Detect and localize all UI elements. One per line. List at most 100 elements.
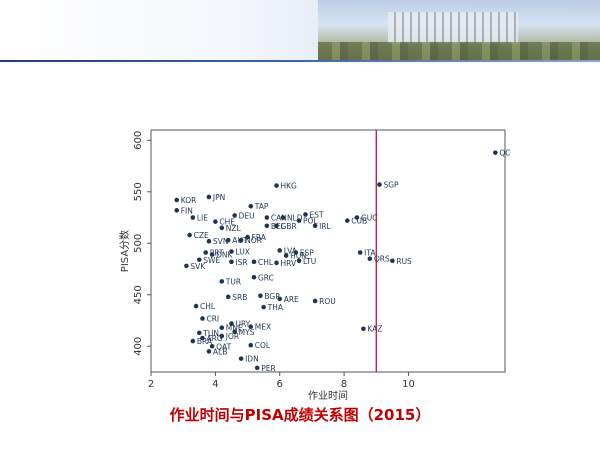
data-point [187,232,192,238]
point-label: TAP [254,202,269,211]
data-point [296,218,302,223]
data-point [248,324,254,329]
data-point [248,342,254,348]
data-point [238,237,244,243]
point-label: ARG [206,334,222,343]
data-point [203,250,209,255]
y-tick-label: 450 [133,285,144,304]
data-point [232,329,237,335]
header-divider [0,60,600,62]
data-point [248,203,254,209]
data-point [219,325,225,331]
point-label: URY [235,320,250,329]
point-label: SGP [383,181,399,190]
data-point [261,304,266,310]
y-tick-label: 500 [133,234,144,253]
point-label: LIE [197,214,208,223]
point-label: PRT [210,249,224,258]
point-label: KOR [181,196,197,205]
point-label: KAZ [367,325,382,334]
data-point [245,234,250,240]
data-point [254,365,260,371]
data-point [258,293,263,299]
header-banner [0,0,600,62]
point-label: LTU [303,257,316,266]
point-label: LUX [235,248,249,257]
point-label: ROU [319,297,336,306]
point-label: EST [309,210,323,219]
point-label: MNE [226,324,243,333]
campus-photo [318,0,600,62]
data-point [251,274,257,280]
data-point [219,333,225,339]
point-label: QRS [374,255,390,264]
point-label: CZE [194,231,209,240]
point-label: GRC [258,273,274,282]
point-label: DNK [216,251,233,260]
data-point [493,150,498,155]
point-label: CHL [258,258,274,267]
data-point [277,248,283,253]
point-label: SWE [203,256,220,265]
point-label: IDN [245,355,259,364]
data-point [229,249,234,254]
point-label: PER [261,364,275,373]
data-point [312,298,318,304]
point-label: QAT [216,342,231,351]
point-label: CRI [206,314,219,323]
data-point [193,303,199,309]
point-label: POL [303,217,318,226]
point-label: JOR [225,332,239,341]
plot-frame [150,129,506,373]
data-point [209,252,215,257]
x-tick-label: 6 [277,379,283,390]
data-point [377,182,382,187]
point-label: CHL [200,302,216,311]
data-point [190,338,196,344]
data-point [345,218,350,223]
data-point [206,194,212,200]
x-tick-label: 10 [402,379,415,390]
data-point [184,263,189,269]
data-point [200,335,205,341]
data-point [174,208,180,213]
data-point [229,259,234,265]
data-point [357,250,363,255]
y-axis-label: PISA分数 [118,230,131,272]
point-label: MYS [239,328,255,337]
data-point [229,321,234,326]
data-point [280,215,286,220]
point-label: SRB [232,293,247,302]
point-label: ISR [235,258,247,267]
data-point [354,215,360,220]
point-label: ESP [300,249,314,258]
point-label: COL [255,341,271,350]
point-label: FRA [252,233,267,242]
point-label: MEX [255,323,271,332]
y-tick-label: 550 [133,182,144,201]
point-label: JPN [212,193,225,202]
point-label: GBR [281,222,297,231]
data-point [264,223,270,229]
data-point [303,212,308,217]
point-label: FIN [181,206,193,215]
point-label: SVN [213,237,229,246]
point-label: NOR [245,236,262,245]
x-axis-label: 作业时间 [308,389,348,402]
point-label: ARE [284,295,299,304]
x-tick-label: 8 [341,379,347,390]
data-point [277,296,283,302]
data-point [390,258,395,264]
point-label: THA [267,303,284,312]
point-label: HRV [281,259,297,268]
point-label: NLD [287,214,303,223]
y-tick-label: 600 [133,131,144,150]
point-label: QC [499,149,510,158]
data-point [293,250,299,255]
data-point [367,256,373,262]
point-label: SVK [190,262,206,271]
point-label: TUN [202,329,219,338]
point-label: LVA [284,246,298,255]
point-label: HUN [290,252,307,261]
